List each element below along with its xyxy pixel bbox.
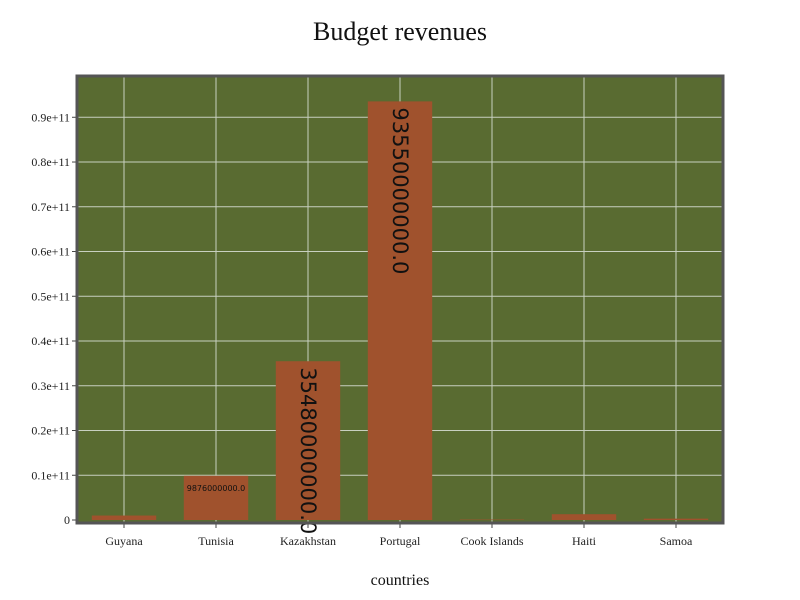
y-axis-ticks: 0 0.1e+11 0.2e+11 0.3e+11 0.4e+11 0.5e+11 0.6e… bbox=[31, 110, 77, 527]
y-tick-label: 0.8e+11 bbox=[31, 155, 70, 169]
x-tick-label: Tunisia bbox=[198, 534, 234, 548]
y-tick-label: 0.2e+11 bbox=[31, 424, 70, 438]
data-labels: 9876000000.0 35480000000.0 93550000000.0 bbox=[187, 107, 412, 534]
x-axis-label: countries bbox=[371, 572, 430, 589]
chart-title: Budget revenues bbox=[313, 17, 487, 46]
x-tick-label: Cook Islands bbox=[461, 534, 524, 548]
x-tick-label: Kazakhstan bbox=[280, 534, 336, 548]
x-tick-label: Samoa bbox=[660, 534, 693, 548]
y-tick-label: 0.7e+11 bbox=[31, 200, 70, 214]
bar-portugal bbox=[367, 101, 433, 520]
data-label: 93550000000.0 bbox=[388, 107, 412, 274]
x-tick-label: Guyana bbox=[105, 534, 143, 548]
x-axis-ticks: Guyana Tunisia Kazakhstan Portugal Cook Isla… bbox=[105, 523, 693, 548]
data-label: 9876000000.0 bbox=[187, 484, 246, 493]
x-tick-label: Haiti bbox=[572, 534, 597, 548]
y-tick-label: 0.6e+11 bbox=[31, 245, 70, 259]
y-tick-label: 0.4e+11 bbox=[31, 334, 70, 348]
y-tick-label: 0.1e+11 bbox=[31, 468, 70, 482]
bar-samoa bbox=[643, 518, 709, 520]
bar-tunisia bbox=[183, 475, 249, 520]
bar-guyana bbox=[91, 515, 157, 520]
bars bbox=[91, 101, 709, 521]
bar-haiti bbox=[551, 514, 617, 520]
bar-cook-islands bbox=[459, 519, 525, 521]
y-tick-label: 0.3e+11 bbox=[31, 379, 70, 393]
y-tick-label: 0.5e+11 bbox=[31, 289, 70, 303]
bar-kazakhstan bbox=[275, 361, 341, 520]
plot-frame bbox=[75, 74, 725, 525]
y-tick-label: 0.9e+11 bbox=[31, 110, 70, 124]
x-tick-label: Portugal bbox=[380, 534, 421, 548]
data-label: 35480000000.0 bbox=[296, 367, 320, 534]
y-tick-label: 0 bbox=[64, 513, 70, 527]
